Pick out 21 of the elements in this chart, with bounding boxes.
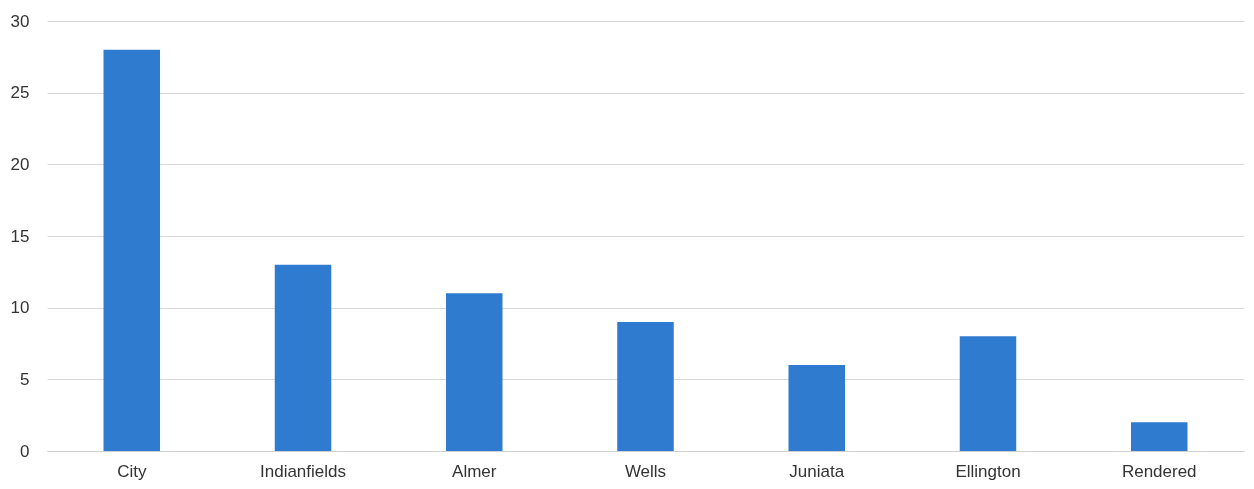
y-tick-label: 0 (20, 441, 30, 461)
bar (446, 293, 503, 451)
x-tick-label: Juniata (789, 461, 845, 481)
x-tick-label: Rendered (1121, 461, 1197, 481)
y-tick-label: 10 (10, 298, 30, 318)
x-tick-label: Ellington (955, 461, 1021, 481)
y-tick-label: 25 (10, 83, 30, 103)
y-tick-label: 15 (10, 226, 30, 246)
bar (617, 322, 674, 451)
y-tick-label: 30 (10, 11, 30, 31)
x-tick-label: Wells (624, 461, 667, 481)
x-tick-label: Almer (452, 461, 497, 481)
bar (1130, 422, 1188, 451)
bar (274, 264, 332, 451)
y-tick-label: 20 (10, 154, 30, 174)
bar (788, 365, 845, 451)
bar (959, 336, 1017, 451)
y-tick-label: 5 (20, 369, 30, 389)
bar (103, 49, 161, 451)
x-tick-label: City (117, 461, 147, 481)
x-tick-label: Indianfields (260, 461, 347, 481)
